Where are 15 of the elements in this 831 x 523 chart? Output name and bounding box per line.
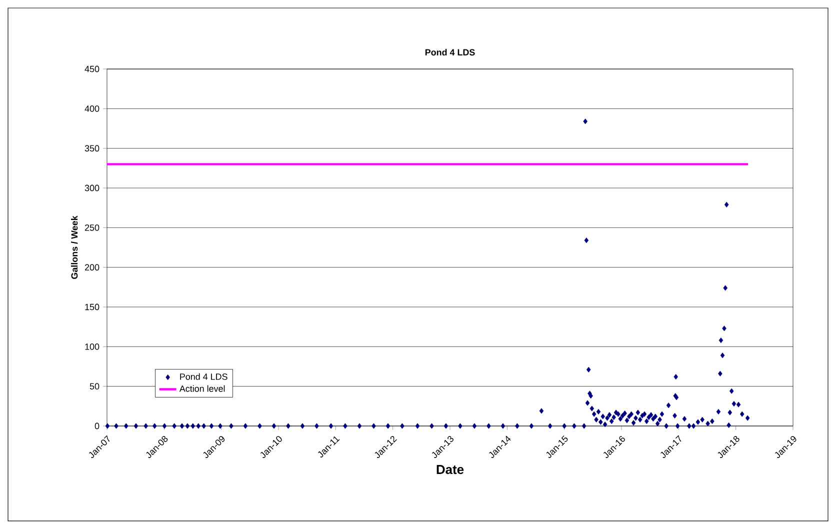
y-tick-label: 200 <box>85 264 100 270</box>
x-axis-title: Date <box>436 465 464 474</box>
y-tick-label: 400 <box>84 105 100 112</box>
y-tick-label: 450 <box>84 66 100 72</box>
y-tick-label: 250 <box>85 224 100 231</box>
y-tick-label: 300 <box>84 184 100 192</box>
y-tick-label: 0 <box>94 422 100 430</box>
chart-title: Pond 4 LDS <box>425 48 475 56</box>
y-tick-label: 350 <box>84 145 100 152</box>
y-axis-title: Gallons / Week <box>71 216 78 279</box>
legend-label: Pond 4 LDS <box>180 373 228 380</box>
y-tick-label: 150 <box>85 304 100 310</box>
y-tick-label: 50 <box>90 383 100 390</box>
legend-label: Action level <box>179 385 225 392</box>
y-tick-label: 100 <box>85 343 100 350</box>
